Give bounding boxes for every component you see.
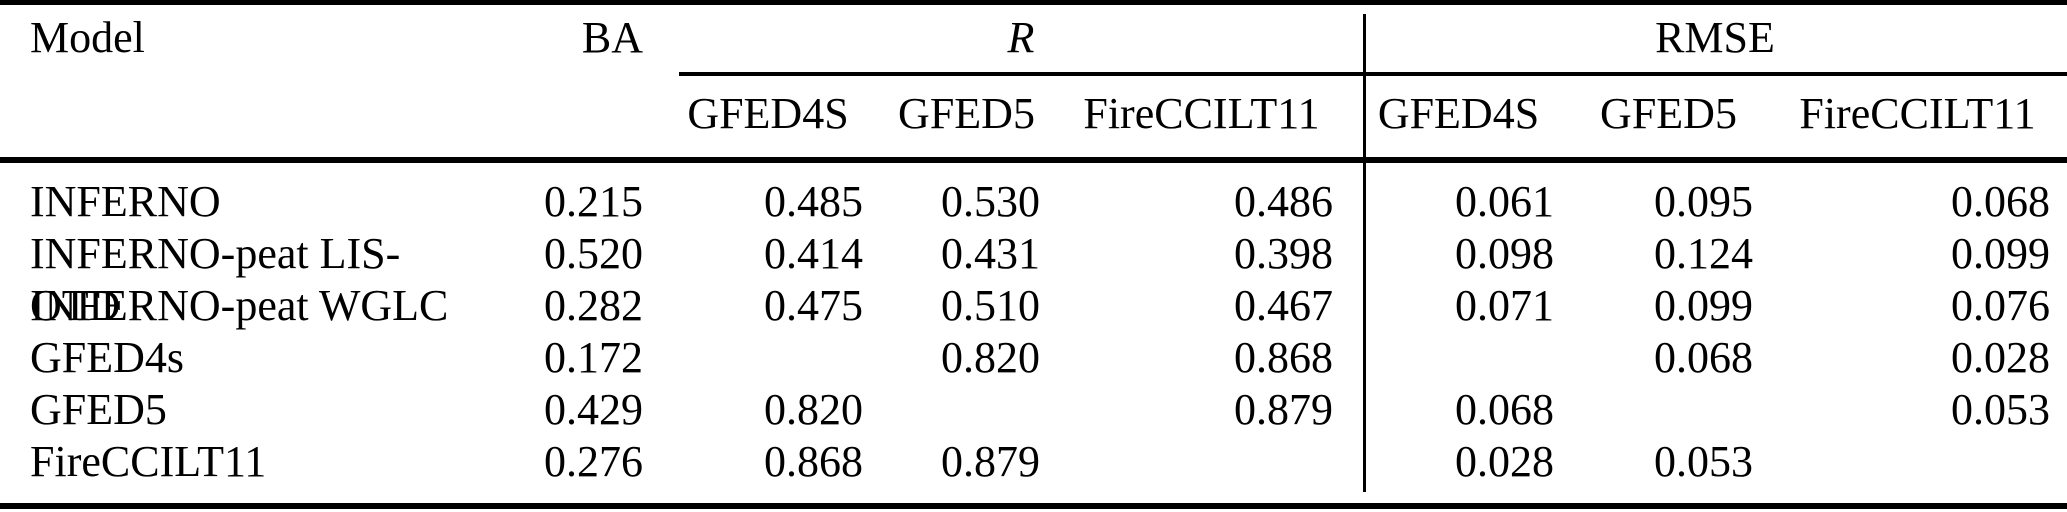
cell-r-gfed4s — [658, 332, 878, 384]
cell-rmse-gfed4s: 0.098 — [1455, 229, 1554, 278]
subheader-rmse-gfed4s: GFED4S — [1377, 89, 1540, 138]
cell-ba: 0.282 — [544, 281, 643, 330]
subheader-rmse-gfed5: GFED5 — [1600, 89, 1737, 138]
table-header-row-groups: Model BA R RMSE — [0, 14, 2067, 62]
cell-r-fireccilt11 — [1055, 436, 1348, 488]
table-row: INFERNO 0.215 0.485 0.530 0.486 0.061 0.… — [0, 176, 2067, 228]
cell-rmse-fireccilt11: 0.099 — [1951, 229, 2050, 278]
cell-r-gfed5: 0.530 — [941, 177, 1040, 226]
cell-r-gfed4s: 0.485 — [764, 177, 863, 226]
cell-r-gfed4s: 0.475 — [764, 281, 863, 330]
table-bottom-rule — [0, 503, 2067, 509]
table-row: INFERNO-peat LIS-OTD 0.520 0.414 0.431 0… — [0, 228, 2067, 330]
subheader-r-gfed4s: GFED4S — [687, 89, 849, 138]
cell-r-fireccilt11: 0.398 — [1234, 229, 1333, 278]
header-model: Model — [30, 13, 145, 62]
cell-rmse-fireccilt11: 0.076 — [1951, 281, 2050, 330]
subheader-r-fireccilt11: FireCCILT11 — [1083, 89, 1320, 138]
cell-rmse-gfed5: 0.095 — [1654, 177, 1753, 226]
cell-rmse-gfed5: 0.068 — [1654, 333, 1753, 382]
cell-ba: 0.215 — [544, 177, 643, 226]
cell-r-gfed5 — [878, 384, 1055, 436]
cell-rmse-gfed4s — [1348, 332, 1569, 384]
subheader-spacer-ba — [460, 90, 658, 138]
cell-rmse-gfed4s: 0.028 — [1455, 437, 1554, 486]
cell-ba: 0.429 — [544, 385, 643, 434]
cell-rmse-gfed4s: 0.068 — [1455, 385, 1554, 434]
cell-r-fireccilt11: 0.879 — [1234, 385, 1333, 434]
cell-model: INFERNO — [30, 177, 221, 226]
header-ba: BA — [581, 13, 643, 62]
cell-r-gfed5: 0.820 — [941, 333, 1040, 382]
group-separator-vertical-rule — [1363, 14, 1366, 492]
table-top-rule — [0, 0, 2067, 5]
cell-rmse-gfed4s: 0.061 — [1455, 177, 1554, 226]
cell-r-fireccilt11: 0.868 — [1234, 333, 1333, 382]
table-row: INFERNO-peat WGLC 0.282 0.475 0.510 0.46… — [0, 280, 2067, 332]
cell-ba: 0.276 — [544, 437, 643, 486]
header-group-r: R — [1007, 13, 1035, 62]
table-row: GFED5 0.429 0.820 0.879 0.068 0.053 — [0, 384, 2067, 436]
cell-r-fireccilt11: 0.486 — [1234, 177, 1333, 226]
cell-model: INFERNO-peat WGLC — [30, 281, 449, 330]
cell-r-fireccilt11: 0.467 — [1234, 281, 1333, 330]
cell-r-gfed5: 0.510 — [941, 281, 1040, 330]
cell-rmse-gfed5: 0.099 — [1654, 281, 1753, 330]
cell-rmse-gfed4s: 0.071 — [1455, 281, 1554, 330]
table-subheader-row: GFED4S GFED5 FireCCILT11 GFED4S GFED5 Fi… — [0, 90, 2067, 138]
cell-rmse-fireccilt11: 0.053 — [1951, 385, 2050, 434]
cell-r-gfed4s: 0.820 — [764, 385, 863, 434]
cell-r-gfed5: 0.431 — [941, 229, 1040, 278]
cell-rmse-gfed5: 0.053 — [1654, 437, 1753, 486]
cell-model: GFED4s — [30, 333, 185, 382]
group-header-underline-rule — [679, 72, 2067, 76]
cell-model: GFED5 — [30, 385, 167, 434]
cell-model: INFERNO-peat LIS-OTD — [30, 229, 401, 330]
table-row: FireCCILT11 0.276 0.868 0.879 0.028 0.05… — [0, 436, 2067, 488]
cell-r-gfed4s: 0.414 — [764, 229, 863, 278]
table-body: INFERNO 0.215 0.485 0.530 0.486 0.061 0.… — [0, 163, 2067, 488]
cell-rmse-fireccilt11 — [1768, 436, 2067, 488]
cell-rmse-gfed5 — [1569, 384, 1768, 436]
table-row: GFED4s 0.172 0.820 0.868 0.068 0.028 — [0, 332, 2067, 384]
cell-ba: 0.520 — [544, 229, 643, 278]
cell-ba: 0.172 — [544, 333, 643, 382]
cell-r-gfed4s: 0.868 — [764, 437, 863, 486]
header-separator-rule — [0, 157, 2067, 163]
cell-rmse-gfed5: 0.124 — [1654, 229, 1753, 278]
cell-r-gfed5: 0.879 — [941, 437, 1040, 486]
cell-rmse-fireccilt11: 0.068 — [1951, 177, 2050, 226]
header-group-rmse: RMSE — [1655, 13, 1775, 62]
subheader-spacer-model — [0, 90, 460, 138]
subheader-rmse-fireccilt11: FireCCILT11 — [1799, 89, 2036, 138]
cell-model: FireCCILT11 — [30, 437, 267, 486]
cell-rmse-fireccilt11: 0.028 — [1951, 333, 2050, 382]
subheader-r-gfed5: GFED5 — [898, 89, 1035, 138]
